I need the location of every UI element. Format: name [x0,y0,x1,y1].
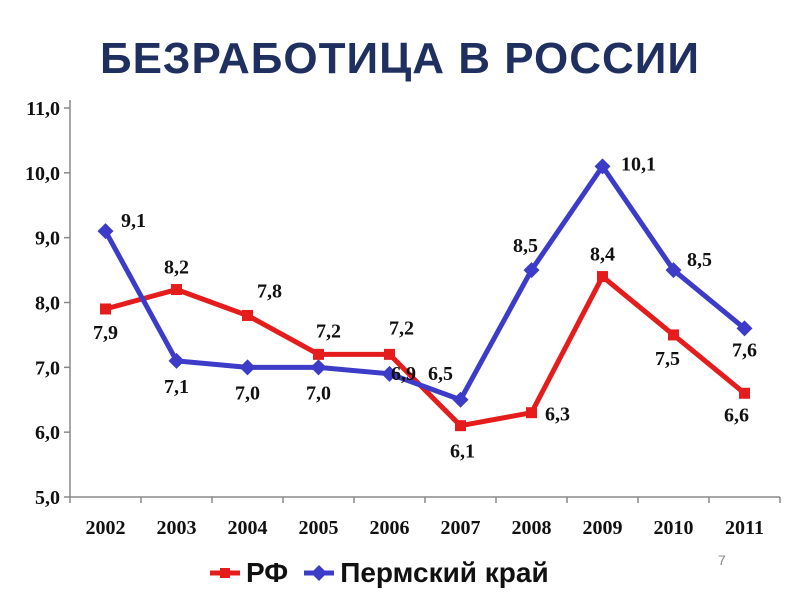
series-line [104,274,747,429]
legend-item-rf: РФ [210,557,288,589]
data-label: 7,2 [389,317,414,339]
y-tick-label: 5,0 [35,487,60,509]
data-label: 6,3 [545,404,570,426]
x-tick-label: 2008 [512,517,552,539]
series-rf [100,271,750,432]
data-point-marker [526,407,537,419]
data-point-marker [736,320,753,337]
legend-swatch-rf [210,568,240,578]
y-tick-label: 9,0 [35,228,60,250]
y-tick-label: 10,0 [25,163,60,185]
data-point-marker [594,158,611,175]
data-point-marker [168,352,185,369]
y-tick-label: 11,0 [26,98,60,120]
y-tick-label: 7,0 [35,357,60,379]
data-label: 9,1 [121,210,146,232]
data-label: 6,1 [450,441,475,463]
data-label: 8,5 [687,249,712,271]
data-point-marker [310,359,327,376]
series-layer [97,158,753,432]
data-point-marker [242,309,253,321]
data-point-marker [668,329,679,341]
x-tick-label: 2007 [441,517,481,539]
data-label: 8,5 [513,235,538,257]
chart-legend: РФ Пермский край [210,556,549,590]
chart-axes [64,100,781,503]
data-label: 8,2 [164,257,189,279]
x-tick-label: 2002 [86,517,126,539]
data-label: 7,9 [93,322,118,344]
data-label: 7,0 [306,382,331,404]
x-tick-label: 2006 [370,517,410,539]
y-tick-label: 8,0 [35,293,60,315]
y-tick-label: 6,0 [35,422,60,444]
x-tick-labels: 2002 2003 2004 2005 2006 2007 2008 2009 2010 2011 [86,517,764,539]
data-label: 10,1 [621,153,656,175]
legend-swatch-perm [304,565,335,581]
data-label: 6,9 [391,363,416,385]
legend-label-perm: Пермский край [340,557,549,588]
data-label: 7,0 [235,382,260,404]
data-point-marker [665,262,682,279]
data-label: 7,8 [257,280,282,302]
data-label-layer: 7,9 8,2 7,8 7,2 7,2 6,1 6,3 8,4 7,5 6,6 9,1 7,1 7,0 7… [93,153,757,462]
data-point-marker [100,303,111,315]
legend-label-rf: РФ [246,557,289,588]
data-point-marker [739,387,750,399]
series-perm [97,158,753,408]
data-label: 7,2 [316,320,341,342]
data-label: 6,5 [428,363,453,385]
data-point-marker [239,359,256,376]
x-tick-label: 2003 [157,517,197,539]
data-point-marker [171,284,182,296]
y-tick-labels: 5,0 6,0 7,0 8,0 9,0 10,0 11,0 [25,98,60,509]
data-label: 7,6 [732,339,757,361]
legend-item-perm: Пермский край [304,557,549,589]
data-point-marker [381,365,398,382]
data-point-marker [97,223,114,240]
data-point-marker [523,262,540,279]
data-point-marker [455,420,466,432]
x-tick-label: 2011 [725,517,764,539]
data-label: 6,6 [724,404,749,426]
data-point-marker [384,348,395,360]
series-line [103,163,747,403]
data-point-marker [452,391,469,408]
data-point-marker [313,348,324,360]
data-point-marker [597,271,608,283]
x-tick-label: 2010 [654,517,694,539]
page-number: 7 [718,552,726,568]
x-tick-label: 2009 [583,517,623,539]
data-label: 8,4 [590,244,615,266]
x-tick-label: 2005 [299,517,339,539]
x-tick-label: 2004 [228,517,268,539]
slide-title: БЕЗРАБОТИЦА В РОССИИ [99,34,701,83]
data-label: 7,5 [655,348,680,370]
data-label: 7,1 [164,376,189,398]
